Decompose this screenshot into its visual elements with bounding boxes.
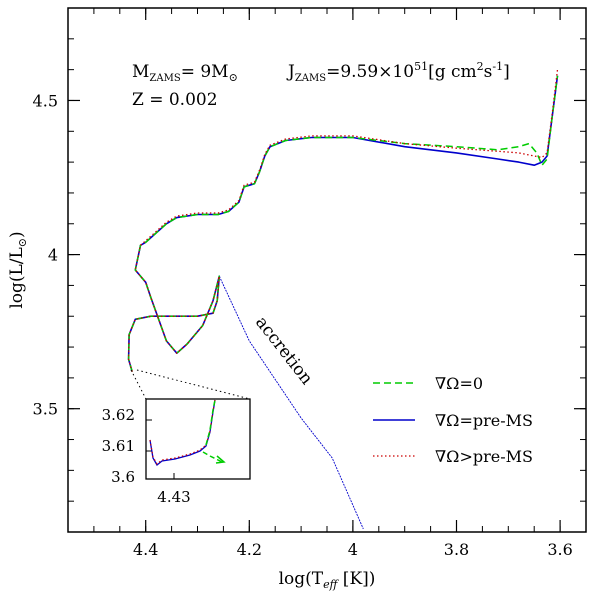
x-tick-label: 4 <box>348 540 358 559</box>
series-line-3 <box>127 69 559 372</box>
x-tick-label: 3.8 <box>444 540 469 559</box>
inset-connector-left <box>130 369 147 400</box>
accretion-track <box>218 276 364 530</box>
legend-label-series-1: ∇Ω=0 <box>435 374 483 393</box>
series-line-2 <box>127 75 559 372</box>
inset-arrow-head <box>215 455 226 464</box>
legend: ∇Ω=0 ∇Ω=pre-MS ∇Ω>pre-MS <box>373 374 533 466</box>
inset-ticks-layer <box>146 419 175 480</box>
y-tick-label: 4.5 <box>33 91 58 110</box>
legend-label-series-2: ∇Ω=pre-MS <box>435 411 533 430</box>
x-tick-label: 3.6 <box>547 540 572 559</box>
angular-momentum-annotation: JZAMS=9.59×1051[g cm2s-1] <box>286 60 510 84</box>
tracks-layer <box>127 69 559 530</box>
legend-label-series-3: ∇Ω>pre-MS <box>435 447 533 466</box>
y-axis-title: log(L/L⊙) <box>7 231 29 308</box>
inset-ytick-label-1: 3.62 <box>102 406 135 424</box>
metallicity-annotation: Z = 0.002 <box>132 90 218 110</box>
x-axis-title: log(Teff [K]) <box>279 569 376 591</box>
inset-frame <box>145 398 251 480</box>
inset-connector-right <box>136 369 251 400</box>
series-line-1 <box>127 75 559 372</box>
inset-ytick-label-2: 3.61 <box>102 437 135 455</box>
inset-track-green <box>202 399 223 463</box>
ticks-layer: 4.4 4.2 4 3.8 3.6 3.5 4 4.5 <box>33 7 587 559</box>
accretion-label: accretion <box>251 313 317 389</box>
y-tick-label: 3.5 <box>33 400 58 419</box>
inset-track-red <box>149 399 216 465</box>
inset-ytick-label-3: 3.6 <box>111 468 135 486</box>
x-tick-label: 4.2 <box>237 540 262 559</box>
y-tick-label: 4 <box>48 246 58 265</box>
inset-xtick-label-1: 4.43 <box>157 488 190 506</box>
x-tick-label: 4.4 <box>133 540 158 559</box>
zoom-inset: 3.62 3.61 3.6 4.43 <box>102 369 251 506</box>
mass-annotation: MZAMS= 9M⊙ <box>132 62 238 84</box>
